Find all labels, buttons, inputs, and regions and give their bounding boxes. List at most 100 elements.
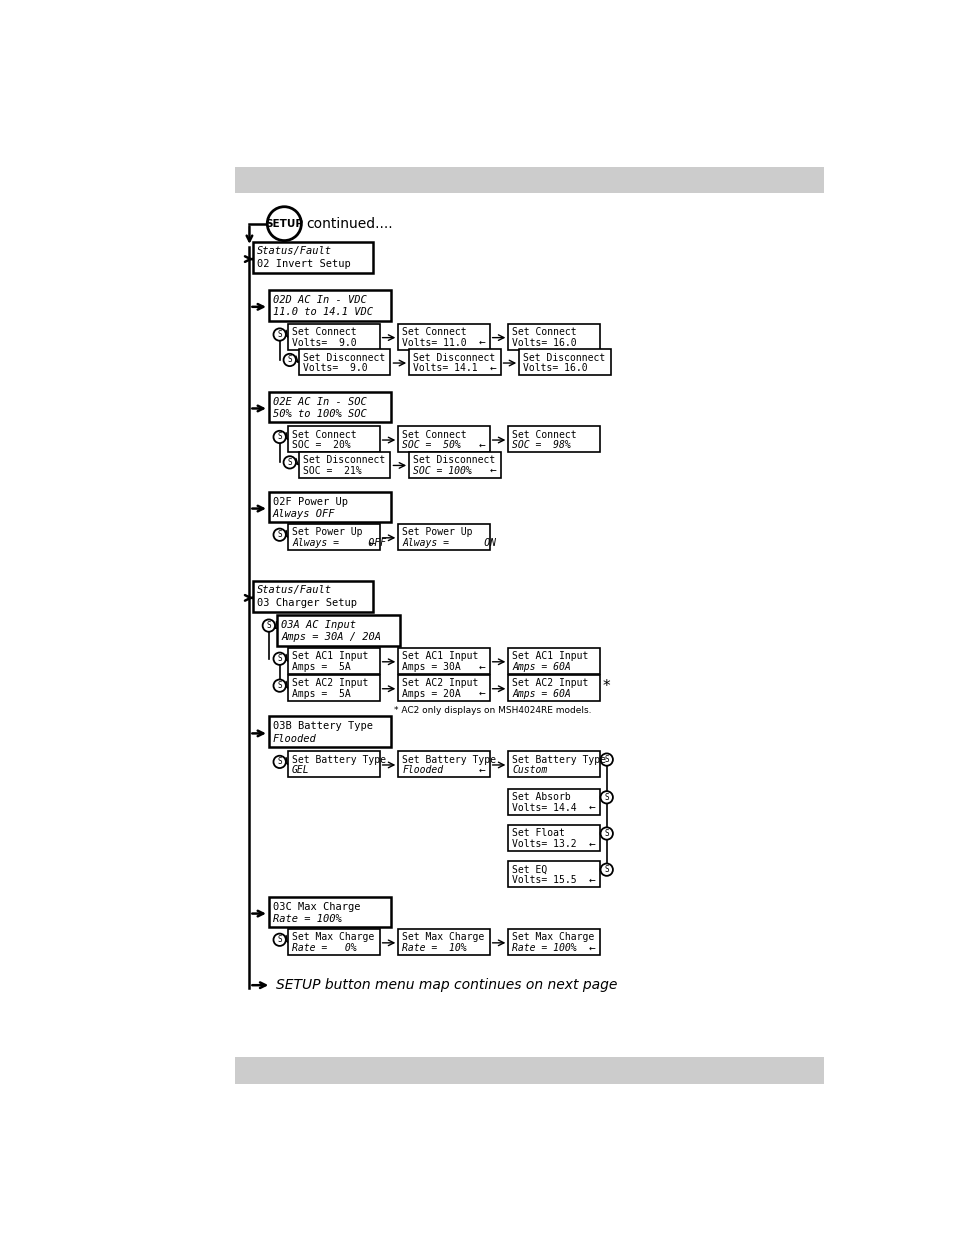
Text: Volts= 13.2: Volts= 13.2 — [512, 840, 577, 850]
Text: Set Connect: Set Connect — [402, 327, 466, 337]
Text: S: S — [604, 755, 608, 764]
Text: S: S — [277, 530, 282, 540]
Text: Set Connect: Set Connect — [402, 430, 466, 440]
Text: Amps = 30A / 20A: Amps = 30A / 20A — [281, 632, 381, 642]
Text: Set Connect: Set Connect — [512, 327, 577, 337]
Text: Volts= 14.1: Volts= 14.1 — [413, 363, 477, 373]
Text: ←: ← — [489, 466, 496, 475]
Text: Flooded: Flooded — [402, 766, 443, 776]
Text: S: S — [277, 935, 282, 945]
Bar — [508, 789, 599, 815]
Text: GEL: GEL — [292, 766, 310, 776]
Bar — [269, 290, 391, 321]
Text: SOC =  20%: SOC = 20% — [292, 441, 351, 451]
Circle shape — [262, 620, 274, 632]
Bar — [508, 751, 599, 777]
Text: Set Max Charge: Set Max Charge — [402, 932, 484, 942]
Text: Set Connect: Set Connect — [292, 430, 356, 440]
Bar — [288, 674, 379, 701]
Text: ←: ← — [478, 689, 485, 699]
Bar — [269, 897, 391, 927]
Text: S: S — [277, 655, 282, 663]
Bar — [397, 324, 489, 350]
Bar — [288, 524, 379, 550]
Bar — [253, 580, 373, 611]
Text: Set AC1 Input: Set AC1 Input — [402, 651, 478, 662]
Text: 03A AC Input: 03A AC Input — [281, 620, 355, 630]
Bar — [288, 324, 379, 350]
Text: S: S — [287, 458, 292, 467]
Text: SOC =  98%: SOC = 98% — [512, 441, 570, 451]
Circle shape — [274, 679, 286, 692]
Bar — [409, 452, 500, 478]
Text: 03 Charger Setup: 03 Charger Setup — [257, 598, 356, 608]
Text: SOC = 100%: SOC = 100% — [413, 466, 471, 475]
Bar — [397, 929, 489, 955]
Text: ←: ← — [588, 876, 595, 885]
Text: continued....: continued.... — [306, 216, 393, 231]
Bar — [288, 751, 379, 777]
Bar — [288, 648, 379, 674]
Text: S: S — [604, 793, 608, 802]
Text: SOC =  21%: SOC = 21% — [303, 466, 361, 475]
Text: Set Absorb: Set Absorb — [512, 793, 570, 803]
Text: Set AC2 Input: Set AC2 Input — [402, 678, 478, 688]
Text: SETUP button menu map continues on next page: SETUP button menu map continues on next … — [275, 978, 617, 992]
Text: S: S — [604, 829, 608, 839]
Text: ←: ← — [369, 538, 375, 548]
Text: S: S — [277, 330, 282, 340]
Text: Set Float: Set Float — [512, 829, 564, 839]
Text: Rate = 100%: Rate = 100% — [512, 944, 577, 953]
Circle shape — [274, 756, 286, 768]
Text: Set Max Charge: Set Max Charge — [292, 932, 374, 942]
Text: ←: ← — [478, 766, 485, 776]
Bar — [508, 648, 599, 674]
Bar — [288, 929, 379, 955]
Text: Set Battery Type: Set Battery Type — [512, 755, 605, 764]
Text: ←: ← — [478, 662, 485, 672]
Text: 03B Battery Type: 03B Battery Type — [273, 721, 373, 731]
Text: Set AC1 Input: Set AC1 Input — [512, 651, 588, 662]
Circle shape — [599, 753, 612, 766]
Bar — [508, 426, 599, 452]
Text: 03C Max Charge: 03C Max Charge — [273, 902, 360, 911]
Text: Set Disconnect: Set Disconnect — [522, 353, 604, 363]
Text: ←: ← — [588, 944, 595, 953]
Text: Set Battery Type: Set Battery Type — [292, 755, 386, 764]
Text: Status/Fault: Status/Fault — [257, 585, 332, 595]
Text: Volts= 16.0: Volts= 16.0 — [512, 338, 577, 348]
Text: Set Disconnect: Set Disconnect — [413, 353, 495, 363]
Text: Set Connect: Set Connect — [512, 430, 577, 440]
Text: Set Battery Type: Set Battery Type — [402, 755, 496, 764]
Text: Volts= 14.4: Volts= 14.4 — [512, 803, 577, 813]
Circle shape — [267, 206, 301, 241]
Text: Set EQ: Set EQ — [512, 864, 547, 874]
Text: S: S — [277, 757, 282, 767]
Bar — [253, 242, 373, 273]
Text: * AC2 only displays on MSH4024RE models.: * AC2 only displays on MSH4024RE models. — [394, 705, 591, 715]
Bar — [277, 615, 399, 646]
Bar — [235, 1057, 823, 1084]
Text: Status/Fault: Status/Fault — [257, 246, 332, 257]
Text: Set Disconnect: Set Disconnect — [303, 454, 385, 466]
Text: Volts= 16.0: Volts= 16.0 — [522, 363, 587, 373]
Text: 11.0 to 14.1 VDC: 11.0 to 14.1 VDC — [273, 308, 373, 317]
Bar — [508, 674, 599, 701]
Text: S: S — [287, 356, 292, 364]
Text: Volts= 15.5: Volts= 15.5 — [512, 876, 577, 885]
Circle shape — [274, 934, 286, 946]
Text: 50% to 100% SOC: 50% to 100% SOC — [273, 409, 366, 419]
Text: Amps = 20A: Amps = 20A — [402, 689, 460, 699]
Text: ←: ← — [588, 803, 595, 813]
Text: Amps = 60A: Amps = 60A — [512, 662, 570, 672]
Text: Volts=  9.0: Volts= 9.0 — [303, 363, 367, 373]
Text: Set Disconnect: Set Disconnect — [303, 353, 385, 363]
Bar — [397, 426, 489, 452]
Text: Set AC2 Input: Set AC2 Input — [292, 678, 368, 688]
Bar — [269, 716, 391, 747]
Bar — [518, 350, 610, 375]
Text: Rate = 100%: Rate = 100% — [273, 914, 341, 924]
Text: Flooded: Flooded — [273, 734, 316, 743]
Bar — [397, 751, 489, 777]
Bar — [508, 861, 599, 888]
